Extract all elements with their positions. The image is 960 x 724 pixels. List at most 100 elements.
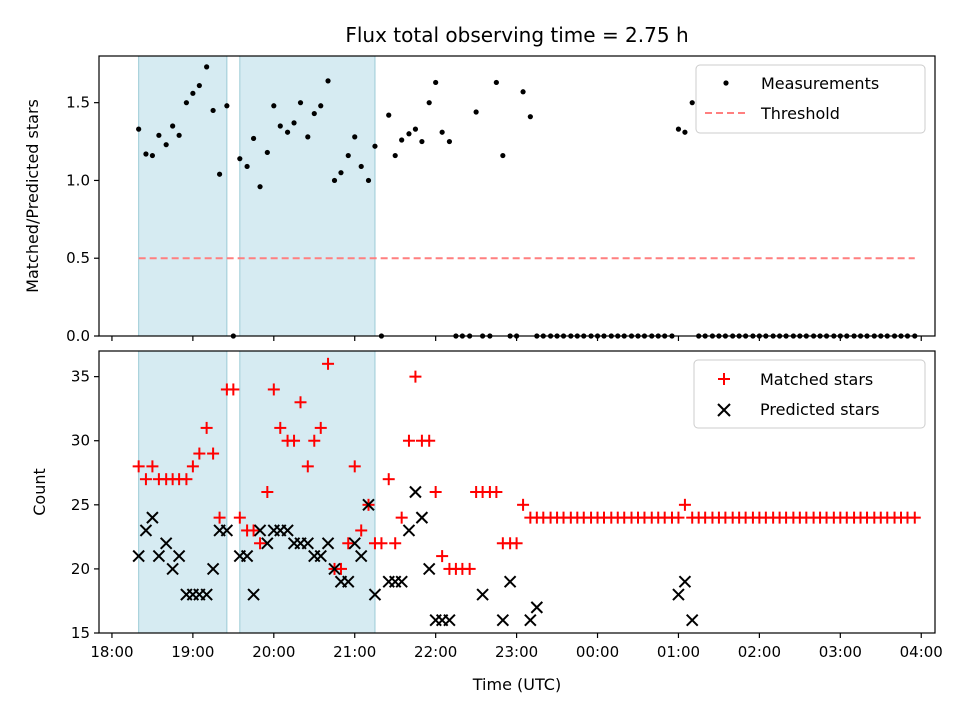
predicted-star-point — [220, 524, 234, 537]
predicted-star-point — [301, 537, 315, 550]
predicted-star-point — [321, 537, 335, 550]
matched-star-point — [908, 511, 921, 524]
measurement-point — [210, 107, 216, 114]
measurement-point — [412, 126, 419, 132]
matched-star-point — [510, 537, 523, 550]
measurement-point — [297, 100, 304, 106]
xtick-label: 21:00 — [333, 643, 376, 661]
predicted-star-point — [240, 549, 254, 563]
measurement-point — [183, 100, 190, 106]
predicted-star-point — [166, 562, 179, 576]
xtick-label: 02:00 — [738, 643, 781, 661]
matched-star-point — [334, 562, 347, 575]
matched-star-point — [233, 511, 246, 524]
matched-star-point — [261, 486, 274, 498]
measurement-point — [399, 137, 405, 143]
observing-window-2 — [239, 55, 376, 337]
measurement-point — [156, 132, 162, 138]
matched-star-point — [395, 511, 408, 524]
observing-window-2 — [239, 350, 376, 634]
predicted-star-point — [146, 511, 159, 524]
predicted-star-point — [443, 613, 456, 627]
measurement-point — [352, 134, 358, 140]
measurement-point — [365, 177, 372, 184]
matched-star-point — [402, 434, 415, 447]
xtick-label: 03:00 — [819, 643, 862, 661]
measurement-point — [257, 184, 263, 190]
measurement-point — [250, 135, 257, 142]
predicted-star-point — [672, 588, 685, 601]
xtick-label: 19:00 — [171, 643, 214, 661]
matched-star-point — [322, 357, 335, 370]
chart-title: Flux total observing time = 2.75 h — [345, 23, 688, 47]
measurement-point — [426, 100, 432, 106]
top-ytick-label: 1.5 — [66, 94, 90, 112]
measurement-point — [325, 78, 331, 84]
predicted-star-point — [415, 511, 429, 524]
measurement-point — [237, 156, 243, 162]
top-ytick-label: 0.5 — [66, 249, 90, 267]
legend-measurements-marker — [723, 80, 729, 86]
measurement-point — [386, 112, 392, 118]
top-ytick-label: 1.0 — [66, 171, 90, 189]
xtick-label: 23:00 — [495, 643, 538, 661]
predicted-star-point — [139, 524, 153, 537]
predicted-star-point — [206, 562, 220, 576]
measurement-point — [224, 103, 230, 109]
matched-star-point — [227, 383, 240, 396]
top-panel: Flux total observing time = 2.75 h 0.0 0.… — [23, 23, 936, 345]
predicted-star-point — [422, 562, 436, 576]
predicted-star-point — [247, 588, 260, 601]
matched-star-point — [180, 473, 193, 486]
measurement-point — [675, 126, 682, 132]
matched-star-point — [355, 524, 368, 537]
matched-star-point — [517, 498, 530, 511]
measurement-point — [305, 134, 311, 140]
predicted-star-point — [530, 601, 544, 614]
measurement-point — [190, 90, 196, 96]
predicted-star-point — [524, 613, 537, 627]
measurement-point — [284, 129, 291, 135]
xtick-label: 01:00 — [657, 643, 700, 661]
bottom-ytick-label: 35 — [71, 368, 90, 386]
predicted-star-point — [395, 575, 408, 588]
predicted-star-point — [678, 575, 692, 588]
measurement-point — [338, 170, 344, 176]
predicted-star-point — [132, 549, 145, 563]
measurement-point — [446, 138, 453, 145]
measurement-point — [277, 123, 283, 129]
measurement-point — [419, 138, 425, 145]
matched-star-point — [288, 434, 301, 447]
predicted-star-point — [328, 562, 341, 576]
measurement-point — [331, 177, 338, 184]
matched-star-point — [308, 434, 321, 447]
matched-star-point — [294, 396, 307, 409]
bottom-y-axis-label: Count — [30, 468, 49, 516]
measurement-point — [406, 131, 412, 137]
measurement-point — [358, 163, 364, 170]
matched-star-point — [213, 511, 226, 524]
predicted-star-point — [172, 549, 186, 563]
measurement-point — [311, 110, 317, 117]
matched-star-point — [463, 562, 476, 575]
predicted-star-point — [402, 524, 416, 537]
legend-threshold-label: Threshold — [760, 104, 840, 123]
matched-star-point — [389, 537, 402, 550]
xtick-label: 22:00 — [414, 643, 457, 661]
matched-star-point — [375, 537, 388, 550]
matched-star-point — [267, 383, 280, 396]
matched-star-point — [490, 486, 503, 498]
measurement-point — [493, 79, 499, 86]
matched-star-point — [348, 460, 361, 473]
top-ytick-label: 0.0 — [66, 327, 90, 345]
matched-star-point — [423, 434, 436, 447]
xtick-label: 18:00 — [90, 643, 133, 661]
predicted-star-point — [152, 549, 166, 563]
measurement-point — [136, 126, 142, 132]
measurement-point — [682, 129, 688, 135]
matched-star-point — [132, 460, 145, 473]
legend-measurements-label: Measurements — [761, 74, 879, 93]
predicted-star-point — [355, 549, 368, 563]
measurement-point — [318, 103, 324, 109]
